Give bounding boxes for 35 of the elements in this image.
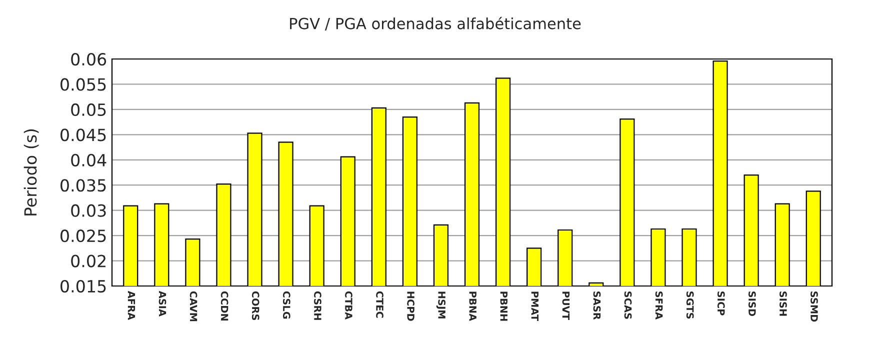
y-tick-label: 0.035: [60, 179, 106, 192]
x-tick-label: SISH: [780, 292, 787, 316]
y-tick-label: 0.02: [71, 254, 106, 268]
y-tick-label: 0.045: [60, 128, 106, 142]
x-tick-label: CORS: [252, 291, 260, 320]
y-axis-title: Periodo (s): [24, 129, 39, 216]
y-tick-label: 0.025: [60, 230, 106, 242]
x-tick-label: SISD: [748, 292, 756, 316]
x-tick-label: CTBA: [345, 291, 352, 320]
x-tick-label: ASIA: [158, 290, 166, 316]
x-tick-label: HCPD: [407, 292, 414, 321]
x-tick-label: CCDN: [220, 291, 228, 320]
x-tick-label: HSJM: [436, 292, 446, 318]
y-tick-label: 0.055: [60, 78, 106, 91]
x-tick-label: PBNA: [469, 292, 476, 322]
y-tick-label: 0.05: [71, 103, 106, 116]
x-tick-label: PBNH: [500, 292, 508, 321]
x-tick-label: SICP: [717, 292, 725, 316]
x-tick-label: SGTS: [686, 292, 694, 319]
x-tick-label: CSRH: [314, 291, 322, 320]
x-tick-label: CTEC: [376, 291, 384, 318]
x-tick-label: CSLG: [282, 291, 290, 319]
x-tick-label: SSMD: [810, 292, 818, 322]
x-tick-label: SASR: [593, 292, 601, 320]
x-tick-label: PUVT: [562, 292, 570, 320]
y-tick-label: 0.06: [71, 52, 106, 66]
x-tick-label: SFRA: [655, 292, 663, 320]
y-tick-label: 0.03: [71, 204, 106, 217]
x-tick-label: SCAS: [624, 292, 632, 319]
x-tick-label: CAVM: [190, 291, 198, 322]
x-tick-label: PMAT: [531, 292, 538, 322]
y-tick-label: 0.04: [71, 154, 106, 166]
x-tick-label: AFRA: [128, 290, 136, 320]
chart-title: PGV / PGA ordenadas alfabéticamente: [290, 16, 581, 31]
y-tick-label: 0.015: [60, 280, 106, 293]
